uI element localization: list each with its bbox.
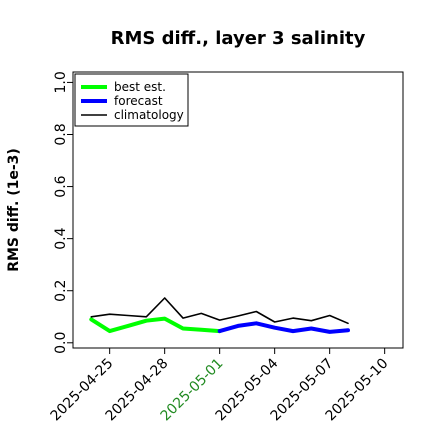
legend-label: climatology	[114, 108, 184, 122]
y-tick-label: 0.0	[53, 332, 69, 354]
y-tick-label: 0.8	[53, 123, 69, 145]
x-axis: 2025-04-252025-04-282025-05-012025-05-04…	[48, 348, 391, 424]
y-tick-label: 1.0	[53, 71, 69, 93]
y-tick-label: 0.4	[53, 227, 69, 249]
y-axis: 0.0 0.2 0.4 0.6 0.8 1.0	[53, 71, 73, 354]
y-tick-label: 0.6	[53, 175, 69, 197]
y-tick-label: 0.2	[53, 280, 69, 302]
chart-title: RMS diff., layer 3 salinity	[111, 28, 366, 49]
legend-label: best est.	[114, 80, 166, 94]
plot-frame	[72, 71, 404, 349]
series-line-forecast	[217, 321, 350, 334]
y-axis-label: RMS diff. (1e-3)	[6, 148, 22, 272]
plot-lines	[89, 297, 350, 334]
series-line-best-est	[89, 316, 222, 334]
legend-label: forecast	[114, 94, 163, 108]
series-line-climatology	[90, 297, 349, 325]
